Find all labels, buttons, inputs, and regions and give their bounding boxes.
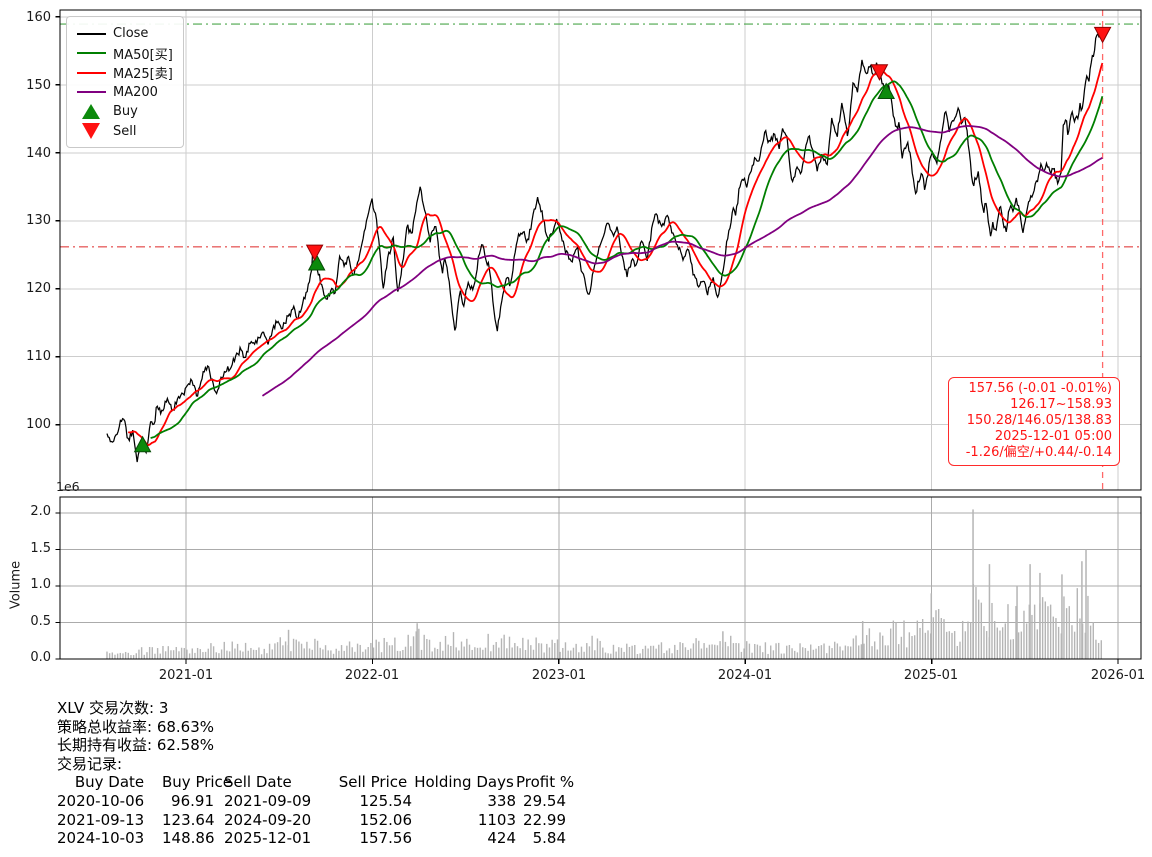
y-tick-label: 110 [26,349,51,364]
trade-table-cell: 2024-10-03 [57,829,145,848]
trade-table-cell: 2024-09-20 [224,810,312,829]
trade-table-cell: 338 [487,791,516,810]
backtest-summary: XLV 交易次数: 3 策略总收益率: 68.63% 长期持有收益: 62.58… [57,699,575,848]
ma50-line-swatch [76,52,106,55]
volume-axis-label: Volume [8,560,24,610]
legend-item-ma25: MA25[卖] [76,63,173,83]
annotation-ma-line: 150.28/146.05/138.83 [966,412,1112,428]
volume-tick-label: 0.0 [30,650,51,665]
trade-table-cell: 125.54 [359,791,413,810]
volume-tick-label: 2.0 [30,504,51,519]
trade-table-cell: 148.86 [162,829,215,848]
y-tick-label: 100 [26,417,51,432]
support-resistance-lines [60,23,1141,248]
summary-line-buy-hold-return: 长期持有收益: 62.58% [57,736,215,755]
legend-label: Buy [113,104,138,120]
trade-table-cell: 123.64 [162,810,215,829]
x-tick-label: 2025-01 [903,668,959,683]
legend-item-ma50: MA50[买] [76,44,173,64]
y-tick-label: 130 [26,213,51,228]
legend-item-close: Close [76,24,173,44]
annotation-price-line: 157.56 (-0.01 -0.01%) [968,381,1112,396]
legend-item-buy: Buy [76,102,173,122]
ma200-line-swatch [76,91,106,94]
close-line-swatch [76,32,106,35]
trade-table-row: 2021-09-13 123.64 2024-09-20 152.06 1103… [57,811,566,830]
volume-scale-label: 1e6 [56,479,80,494]
trade-table-header-cell: Sell Date [224,773,292,792]
summary-line-trades-count: XLV 交易次数: 3 [57,699,169,717]
legend-label: MA50[买] [113,47,173,63]
sell-marker-icon [76,123,106,140]
tick-marks [55,16,1119,664]
trade-table-header-cell: Sell Price [338,773,408,792]
x-tick-label: 2024-01 [717,668,773,683]
x-tick-label: 2023-01 [531,668,587,683]
trade-table-cell: 152.06 [359,810,413,829]
volume-tick-label: 0.5 [30,614,51,629]
annotation-range-line: 126.17~158.93 [1010,396,1112,412]
ma25-line-swatch [76,71,106,74]
axes-spines [59,9,1142,660]
legend-label: MA200 [113,84,158,100]
trade-table-header-cell: Holding Days [414,773,514,792]
legend-item-sell: Sell [76,122,173,142]
quote-annotation: 157.56 (-0.01 -0.01%) 126.17~158.93 150.… [948,377,1120,466]
trade-table-cell: 96.91 [171,791,214,810]
x-tick-label: 2021-01 [158,668,214,683]
trade-table-cell: 2021-09-13 [57,810,145,829]
trade-table-cell: 22.99 [523,810,566,829]
trade-markers [133,26,1112,453]
buy-marker-icon [76,104,106,120]
y-tick-label: 140 [26,146,51,161]
volume-tick-label: 1.5 [30,541,51,556]
x-tick-label: 2022-01 [344,668,400,683]
legend: Close MA50[买] MA25[卖] MA200 Buy Sell [66,16,184,148]
trade-table-cell: 1103 [477,810,516,829]
legend-label: Sell [113,123,137,139]
trade-table-row: 2020-10-06 96.91 2021-09-09 125.54 338 2… [57,792,566,811]
legend-label: Close [113,26,149,42]
trade-table-cell: 2025-12-01 [224,829,312,848]
volume-tick-label: 1.0 [30,577,51,592]
trade-table-header-cell: Profit % [516,773,575,792]
trade-table-cell: 29.54 [523,791,566,810]
legend-label: MA25[卖] [113,67,173,83]
close-line [106,28,1103,463]
trade-table-row: 2024-10-03 148.86 2025-12-01 157.56 424 … [57,829,566,848]
summary-line-records-label: 交易记录: [57,754,123,773]
annotation-time-line: 2025-12-01 05:00 [994,428,1112,444]
trade-table-cell: 5.84 [532,829,566,848]
legend-item-ma200: MA200 [76,83,173,103]
y-tick-label: 150 [26,78,51,93]
x-tick-label: 2026-01 [1090,668,1146,683]
trade-table-header: Buy Date Buy Price Sell Date Sell Price … [57,773,575,792]
trade-table-cell: 2020-10-06 [57,791,145,810]
y-tick-label: 160 [26,10,51,25]
trade-table-cell: 2021-09-09 [224,791,312,810]
y-tick-label: 120 [26,281,51,296]
trade-table-header-cell: Buy Date [74,773,145,792]
trade-table-cell: 157.56 [359,829,413,848]
volume-bars [106,509,1102,659]
annotation-signal-line: -1.26/偏空/+0.44/-0.14 [965,444,1112,460]
ma-lines [127,62,1104,447]
trade-table-header-cell: Buy Price [162,773,233,792]
trade-table-cell: 424 [487,829,516,848]
summary-line-strategy-return: 策略总收益率: 68.63% [57,717,215,736]
